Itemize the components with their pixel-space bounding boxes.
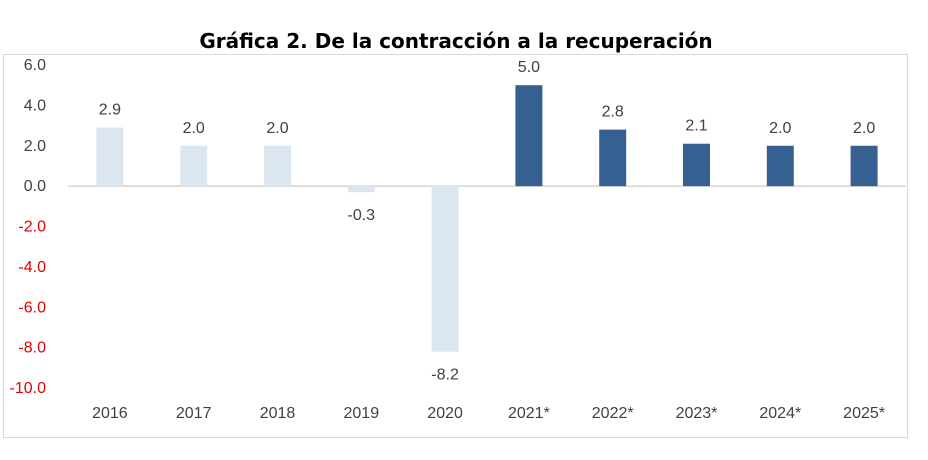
data-label: -0.3 [348, 207, 376, 224]
y-tick-label: -2.0 [18, 219, 46, 236]
data-label: 2.9 [99, 102, 121, 119]
data-label: 2.0 [853, 120, 875, 137]
bar-2020 [431, 186, 459, 352]
x-tick-label: 2024* [759, 405, 801, 422]
y-tick-label: 4.0 [24, 97, 46, 114]
data-label: 2.0 [183, 120, 205, 137]
x-tick-label: 2022* [592, 405, 634, 422]
x-tick-label: 2018 [260, 405, 296, 422]
x-tick-label: 2019 [344, 405, 380, 422]
bar-2023-projected [683, 143, 710, 187]
y-tick-label: -6.0 [18, 299, 46, 316]
chart-title: Gráfica 2. De la contracción a la recupe… [199, 29, 713, 53]
bar-2021-projected [515, 85, 543, 187]
x-tick-label: 2025* [843, 405, 885, 422]
y-tick-label: 0.0 [24, 178, 46, 195]
x-tick-label: 2021* [508, 405, 550, 422]
x-axis-ticks: 2016 2017 2018 2019 2020 2021* 2022* 2023* 2024*… [92, 405, 885, 422]
x-tick-label: 2023* [676, 405, 718, 422]
x-tick-label: 2016 [92, 405, 128, 422]
x-tick-label: 2020 [427, 405, 463, 422]
data-label: 5.0 [518, 59, 540, 76]
bar-2019 [347, 186, 375, 193]
bar-2025-projected [850, 145, 878, 187]
bar-2024-projected [766, 145, 794, 187]
y-axis-ticks: 6.0 4.0 2.0 0.0 -2.0 -4.0 -6.0 -8.0 -10.0 [10, 57, 47, 397]
y-tick-label: 6.0 [24, 57, 46, 74]
bars [96, 85, 878, 352]
data-labels: 2.9 2.0 2.0 -0.3 -8.2 5.0 2.8 2.1 2.0 2.0 [99, 59, 876, 383]
bar-2016 [96, 127, 124, 187]
y-tick-label: -8.0 [18, 340, 46, 357]
bar-2022-projected [599, 129, 627, 187]
data-label: 2.1 [685, 118, 707, 135]
data-label: 2.0 [266, 120, 288, 137]
y-tick-label: -10.0 [10, 380, 47, 397]
data-label: -8.2 [431, 367, 459, 384]
data-label: 2.0 [769, 120, 791, 137]
data-label: 2.8 [602, 104, 624, 121]
y-tick-label: -4.0 [18, 259, 46, 276]
bar-2018 [264, 145, 291, 187]
chart-frame [3, 54, 908, 438]
y-tick-label: 2.0 [24, 138, 46, 155]
x-tick-label: 2017 [176, 405, 212, 422]
bar-2017 [180, 145, 208, 187]
